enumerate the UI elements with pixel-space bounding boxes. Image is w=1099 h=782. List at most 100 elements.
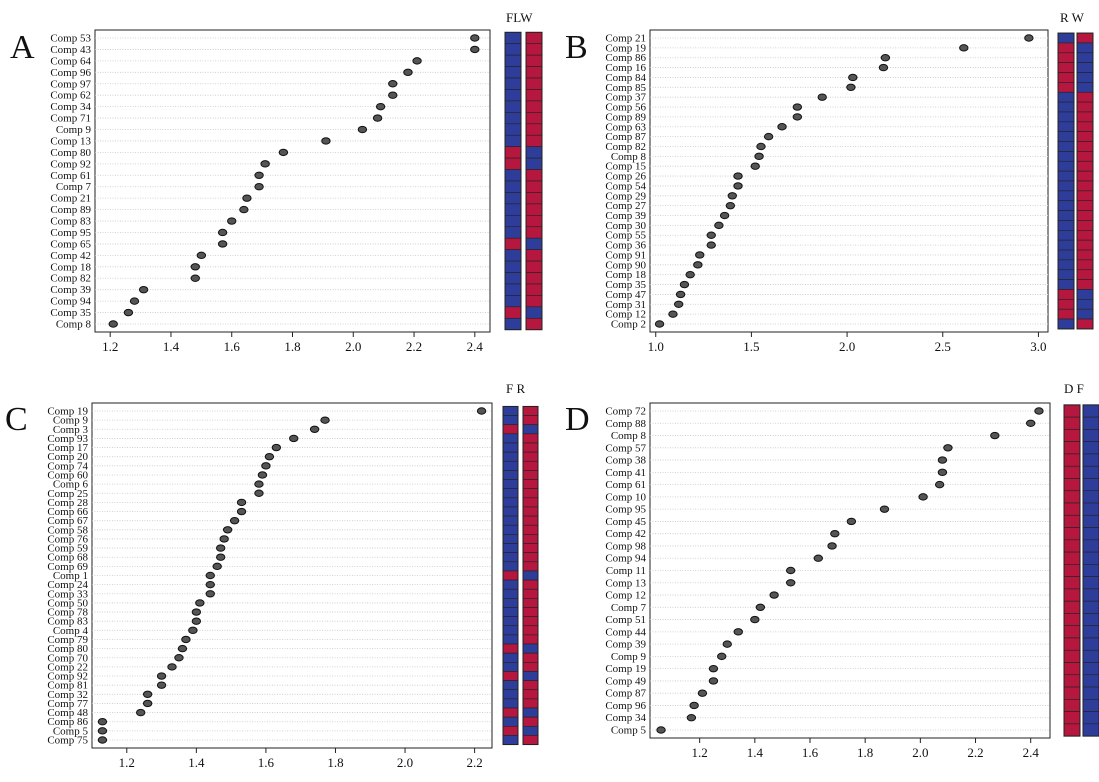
heat-cell [502,561,519,572]
heat-cell [502,634,519,645]
heat-cell [1082,686,1099,700]
row-label: Comp 60 [47,469,88,481]
heat-cell [502,588,519,599]
data-point [215,553,226,561]
heat-cell [502,671,519,681]
heat-cell [1076,160,1094,172]
heat-cell [522,616,539,627]
x-tick-label: 2.0 [397,755,413,770]
heat-cell [1063,649,1081,663]
heat-cell [504,260,522,273]
row-label: Comp 82 [50,273,91,285]
heat-cell [502,506,519,517]
data-point [195,599,205,607]
heat-cell [1063,723,1081,737]
heat-cell [502,406,519,416]
row-label: Comp 54 [605,180,646,192]
row-label: Comp 94 [50,296,91,308]
row-label: Comp 95 [50,227,91,239]
heat-cell [1076,308,1094,320]
data-point [733,182,743,190]
heat-cell [502,515,519,526]
row-label: Comp 93 [47,433,88,445]
heat-cell [1057,279,1075,290]
heat-cell [1057,170,1075,182]
heat-cell [525,203,543,216]
data-point [190,263,200,271]
heat-cell [1076,91,1094,103]
data-point [990,431,1000,440]
data-point [754,152,764,161]
x-tick-label: 1.4 [747,745,764,760]
data-point [470,34,480,42]
heat-cell [502,716,519,727]
heat-cell [525,77,543,90]
data-point [708,664,719,673]
heat-cell [1063,625,1081,639]
row-label: Comp 20 [47,451,88,463]
row-label: Comp 69 [47,561,88,573]
heat-cell [525,112,543,125]
heat-cell [522,442,539,453]
data-point [792,103,803,111]
data-point [918,493,928,501]
heat-cell [1063,613,1081,627]
data-point [412,57,422,65]
heat-cell [502,534,519,544]
heat-cell [1057,141,1075,152]
row-label: Comp 31 [605,299,646,311]
row-label: Comp 72 [605,406,646,418]
heat-cell [1082,674,1099,688]
row-label: Comp 41 [605,467,646,479]
heat-cell [1076,111,1094,123]
row-label: Comp 10 [605,491,646,503]
row-label: Comp 21 [50,193,91,205]
data-point [215,544,226,552]
heat-cell [1082,588,1099,602]
x-tick-label: 1.4 [163,339,180,354]
data-point [205,590,215,598]
row-label: Comp 45 [605,516,646,528]
heat-cell [525,54,543,67]
heat-cell [1057,42,1075,54]
heat-cell [525,157,543,170]
heat-cell [1076,210,1094,221]
data-point [260,160,270,168]
heat-cell [1057,101,1075,113]
row-label: Comp 7 [611,602,647,614]
heat-cell [1063,404,1081,418]
heat-cell [1076,220,1094,231]
plot-frame [94,29,491,333]
heat-cell [1057,190,1075,202]
row-label: Comp 18 [50,261,91,273]
heat-cell [522,689,539,700]
heat-cell [1082,662,1099,676]
heat-cell [1057,249,1075,261]
data-point [289,434,299,443]
heat-cell [522,524,539,535]
heat-cell [504,66,522,79]
data-point [792,113,803,121]
heat-cell [1063,711,1081,725]
row-label: Comp 61 [605,479,646,491]
data-point [827,542,837,550]
heat-cell [1076,259,1094,271]
heat-cell [502,470,519,480]
row-label: Comp 96 [605,700,646,712]
data-point [222,526,233,534]
data-point [196,251,207,260]
heat-cell [1076,200,1094,211]
heat-cell [1063,465,1081,479]
heat-cell [1082,564,1099,577]
heat-cell [1063,429,1081,442]
data-point [750,615,760,624]
heat-cell [522,534,539,544]
data-point [755,603,766,612]
x-tick-label: 2.0 [912,745,928,760]
row-label: Comp 39 [50,284,91,296]
heat-cell [504,180,522,193]
heat-cell [525,89,543,102]
heat-cell [525,283,543,296]
heat-cell [504,134,522,147]
